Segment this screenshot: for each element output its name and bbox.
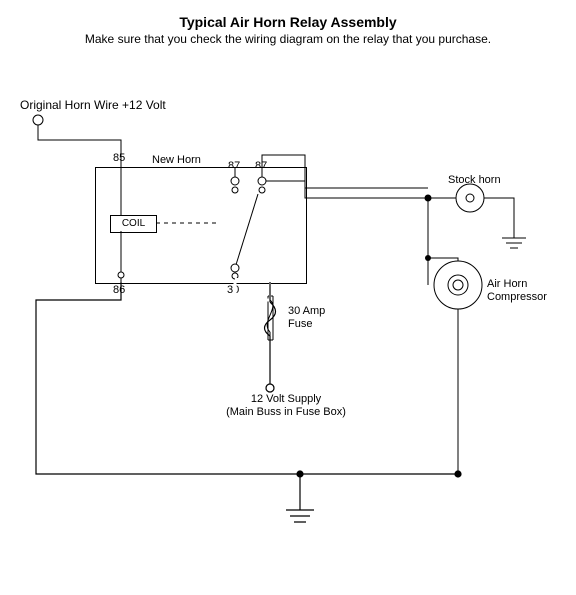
wiring-svg — [0, 0, 576, 595]
